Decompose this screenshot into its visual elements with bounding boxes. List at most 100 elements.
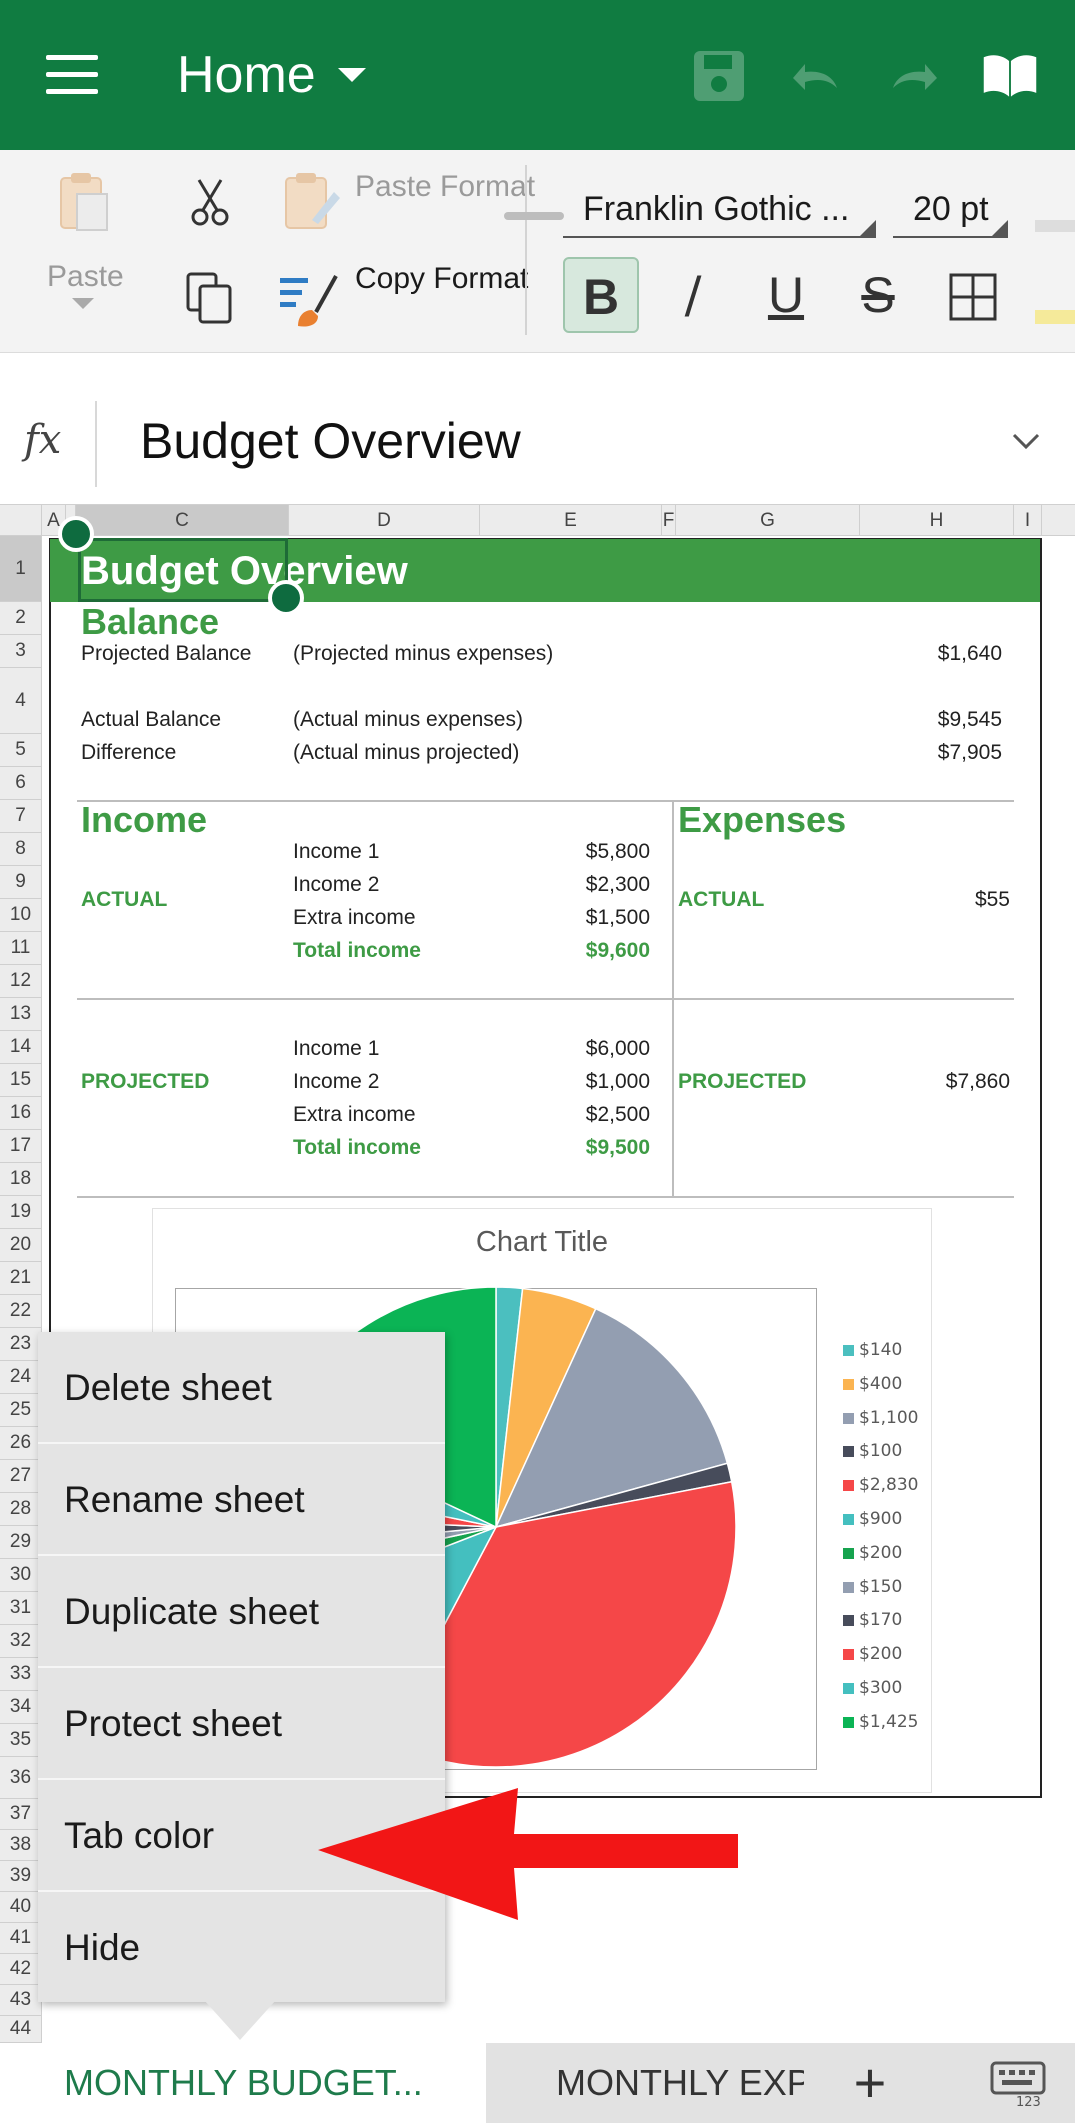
row-header[interactable]: 40 bbox=[0, 1892, 42, 1923]
row-header[interactable]: 34 bbox=[0, 1691, 42, 1724]
column-header-i[interactable]: I bbox=[1014, 505, 1042, 536]
legend-entry[interactable]: $150 bbox=[843, 1573, 963, 1603]
row-header[interactable]: 37 bbox=[0, 1799, 42, 1830]
redo-icon[interactable] bbox=[885, 48, 945, 104]
row-header[interactable]: 14 bbox=[0, 1031, 42, 1064]
ribbon-resize-handle[interactable] bbox=[504, 212, 564, 220]
row-header[interactable]: 38 bbox=[0, 1830, 42, 1861]
row-header[interactable]: 9 bbox=[0, 866, 42, 899]
column-header-g[interactable]: G bbox=[676, 505, 860, 536]
row-header[interactable]: 8 bbox=[0, 833, 42, 866]
row-header[interactable]: 30 bbox=[0, 1559, 42, 1592]
column-header-a[interactable]: A bbox=[42, 505, 66, 536]
expenses-actual-value[interactable]: $55 bbox=[974, 888, 1010, 911]
legend-entry[interactable]: $200 bbox=[843, 1539, 963, 1569]
title-band[interactable] bbox=[50, 539, 1040, 602]
chevron-down-icon[interactable] bbox=[338, 68, 366, 82]
row-header[interactable]: 12 bbox=[0, 965, 42, 998]
income-heading[interactable]: Income bbox=[81, 799, 208, 840]
legend-entry[interactable]: $140 bbox=[843, 1336, 963, 1366]
row-header[interactable]: 15 bbox=[0, 1064, 42, 1097]
chart-title[interactable]: Chart Title bbox=[475, 1226, 609, 1258]
row-header[interactable]: 7 bbox=[0, 800, 42, 833]
projected-balance-label[interactable]: Projected Balance bbox=[81, 642, 252, 665]
keyboard-icon[interactable]: 123 bbox=[990, 2061, 1046, 2107]
column-header-e[interactable]: E bbox=[480, 505, 662, 536]
income-actual-3-label[interactable]: Extra income bbox=[293, 906, 416, 929]
legend-entry[interactable]: $200 bbox=[843, 1640, 963, 1670]
column-header-d[interactable]: D bbox=[289, 505, 480, 536]
expenses-projected-value[interactable]: $7,860 bbox=[945, 1070, 1010, 1093]
income-projected-1-value[interactable]: $6,000 bbox=[585, 1037, 650, 1060]
actual-balance-value[interactable]: $9,545 bbox=[937, 708, 1002, 731]
legend-entry[interactable]: $170 bbox=[843, 1606, 963, 1636]
expenses-heading[interactable]: Expenses bbox=[678, 799, 847, 840]
income-actual-1-label[interactable]: Income 1 bbox=[293, 840, 380, 863]
row-header[interactable]: 26 bbox=[0, 1427, 42, 1460]
italic-button[interactable]: / bbox=[684, 266, 702, 324]
column-header-c[interactable]: C bbox=[76, 505, 289, 536]
expenses-actual-label[interactable]: ACTUAL bbox=[678, 888, 765, 911]
row-header[interactable]: 29 bbox=[0, 1526, 42, 1559]
row-header[interactable]: 24 bbox=[0, 1361, 42, 1394]
paste-format-label[interactable]: Paste Format bbox=[355, 170, 536, 203]
row-header[interactable]: 35 bbox=[0, 1724, 42, 1757]
row-header[interactable]: 23 bbox=[0, 1328, 42, 1361]
legend-entry[interactable]: $400 bbox=[843, 1370, 963, 1400]
difference-value[interactable]: $7,905 bbox=[937, 741, 1002, 764]
row-header[interactable]: 2 bbox=[0, 602, 42, 635]
income-projected-total-value[interactable]: $9,500 bbox=[585, 1136, 650, 1159]
income-actual-total-label[interactable]: Total income bbox=[293, 939, 421, 962]
select-all-corner[interactable] bbox=[0, 505, 42, 536]
row-header[interactable]: 43 bbox=[0, 1985, 42, 2016]
income-actual-label[interactable]: ACTUAL bbox=[81, 888, 168, 911]
row-header[interactable]: 1 bbox=[0, 536, 42, 602]
copy-icon[interactable] bbox=[184, 270, 238, 326]
column-header-f[interactable]: F bbox=[662, 505, 676, 536]
row-header[interactable]: 3 bbox=[0, 635, 42, 668]
paste-format-icon[interactable] bbox=[282, 170, 344, 234]
menu-item-rename-sheet[interactable]: Rename sheet bbox=[38, 1444, 445, 1556]
row-header[interactable]: 36 bbox=[0, 1757, 42, 1799]
menu-item-duplicate-sheet[interactable]: Duplicate sheet bbox=[38, 1556, 445, 1668]
income-projected-label[interactable]: PROJECTED bbox=[81, 1070, 210, 1093]
font-name-dropdown[interactable]: Franklin Gothic ... bbox=[563, 182, 876, 238]
selection-handle-end[interactable] bbox=[268, 580, 304, 616]
sheet-tab-monthly-budget[interactable]: MONTHLY BUDGET... bbox=[0, 2043, 486, 2123]
projected-balance-note[interactable]: (Projected minus expenses) bbox=[293, 642, 554, 665]
row-header[interactable]: 25 bbox=[0, 1394, 42, 1427]
underline-button[interactable]: U bbox=[767, 267, 805, 323]
row-header[interactable]: 19 bbox=[0, 1196, 42, 1229]
actual-balance-note[interactable]: (Actual minus expenses) bbox=[293, 708, 523, 731]
income-projected-1-label[interactable]: Income 1 bbox=[293, 1037, 380, 1060]
legend-entry[interactable]: $2,830 bbox=[843, 1471, 963, 1501]
menu-item-hide[interactable]: Hide bbox=[64, 1927, 141, 1968]
row-header[interactable]: 18 bbox=[0, 1163, 42, 1196]
row-header[interactable]: 32 bbox=[0, 1625, 42, 1658]
row-header[interactable]: 21 bbox=[0, 1262, 42, 1295]
strikethrough-button[interactable]: S bbox=[861, 267, 895, 323]
undo-icon[interactable] bbox=[785, 48, 845, 104]
menu-item-delete-sheet[interactable]: Delete sheet bbox=[38, 1332, 445, 1444]
income-actual-3-value[interactable]: $1,500 bbox=[585, 906, 650, 929]
legend-entry[interactable]: $100 bbox=[843, 1437, 963, 1467]
income-projected-3-value[interactable]: $2,500 bbox=[585, 1103, 650, 1126]
income-projected-2-label[interactable]: Income 2 bbox=[293, 1070, 380, 1093]
income-projected-2-value[interactable]: $1,000 bbox=[585, 1070, 650, 1093]
row-header[interactable]: 17 bbox=[0, 1130, 42, 1163]
row-header[interactable]: 44 bbox=[0, 2016, 42, 2043]
ribbon-tab-selector[interactable]: Home bbox=[177, 46, 316, 104]
legend-entry[interactable]: $900 bbox=[843, 1505, 963, 1535]
row-header[interactable]: 5 bbox=[0, 734, 42, 767]
bold-button[interactable]: B bbox=[563, 257, 639, 333]
income-projected-3-label[interactable]: Extra income bbox=[293, 1103, 416, 1126]
income-actual-2-label[interactable]: Income 2 bbox=[293, 873, 380, 896]
income-projected-total-label[interactable]: Total income bbox=[293, 1136, 421, 1159]
row-header[interactable]: 4 bbox=[0, 668, 42, 734]
menu-item-tab-color[interactable]: Tab color bbox=[38, 1780, 445, 1892]
legend-entry[interactable]: $300 bbox=[843, 1674, 963, 1704]
row-header[interactable]: 41 bbox=[0, 1923, 42, 1954]
row-header[interactable]: 31 bbox=[0, 1592, 42, 1625]
paste-icon[interactable] bbox=[55, 170, 115, 234]
row-header[interactable]: 20 bbox=[0, 1229, 42, 1262]
